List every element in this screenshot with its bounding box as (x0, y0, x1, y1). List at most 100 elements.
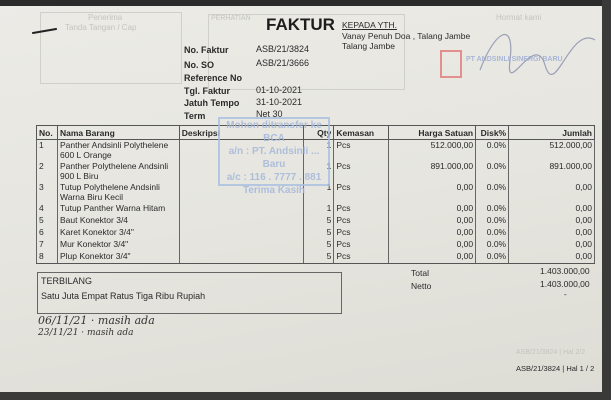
cell-price: 0,00 (388, 203, 477, 215)
terbilang-text: Satu Juta Empat Ratus Tiga Ribu Rupiah (41, 291, 206, 301)
column-header: Nama Barang (56, 125, 180, 140)
attention-box (208, 14, 405, 90)
table-row: 5 Baut Konektor 3/4 5 Pcs 0,00 0.0% 0,00 (36, 215, 595, 227)
cell-desc (178, 203, 305, 215)
cell-price: 0,00 (388, 251, 477, 264)
cell-no: 3 (36, 182, 58, 203)
cell-no: 2 (36, 161, 58, 182)
cell-qty: 1 (303, 203, 335, 215)
total-value: 1.403.000,00 (540, 266, 590, 276)
info-label: Tgl. Faktur (184, 86, 231, 96)
cell-disc: 0.0% (475, 182, 510, 203)
cell-disc: 0.0% (475, 215, 510, 227)
cell-desc (178, 227, 305, 239)
cell-no: 6 (36, 227, 58, 239)
info-label: No. Faktur (184, 45, 229, 55)
cell-unit: Pcs (333, 139, 390, 161)
table-row: 3 Tutup Polythelene Andsinli Warna Biru K… (36, 182, 595, 203)
cell-name: Karet Konektor 3/4" (56, 227, 180, 239)
cell-price: 0,00 (388, 239, 477, 251)
cell-price: 0,00 (388, 227, 477, 239)
page-title: FAKTUR (266, 15, 335, 34)
handwritten-note: 06/11/21 · masih ada (38, 314, 155, 327)
column-header: Disk% (475, 125, 510, 140)
items-table: No. Nama Barang Deskripsi Qty Kemasan Ha… (36, 125, 595, 264)
info-value: Net 30 (256, 109, 283, 119)
info-label: Jatuh Tempo (184, 98, 240, 108)
receiver-label: Penerima (88, 13, 123, 22)
cell-desc (178, 251, 305, 264)
cell-name: Baut Konektor 3/4 (56, 215, 180, 227)
cell-no: 1 (36, 139, 58, 161)
info-value: 31-10-2021 (256, 97, 303, 107)
stamp-line: Terima Kasih (242, 185, 306, 196)
table-row: 1 Panther Andsinli Polythelene 600 L Oran… (36, 139, 595, 161)
table-row: 6 Karet Konektor 3/4" 5 Pcs 0,00 0.0% 0,00 (36, 227, 595, 239)
cell-qty: 5 (303, 239, 335, 251)
cell-no: 7 (36, 239, 58, 251)
cell-no: 4 (36, 203, 58, 215)
terbilang-box: TERBILANG Satu Juta Empat Ratus Tiga Rib… (37, 272, 342, 314)
receiver-sub: Tanda Tangan / Cap (65, 23, 137, 32)
cell-name: Tutup Polythelene Andsinli Warna Biru Ke… (56, 182, 180, 203)
cell-qty: 5 (303, 227, 335, 239)
dash: - (564, 290, 567, 299)
stamp-line: a/c : 116 . 7777 . 881 (226, 172, 322, 183)
recipient-city: Talang Jambe (342, 41, 395, 51)
transfer-stamp: Mohon ditransfer ke BCA a/n : PT. Andsin… (218, 117, 330, 196)
netto-label: Netto (411, 281, 432, 291)
cell-price: 891.000,00 (388, 161, 477, 182)
recipient-label: KEPADA YTH. (342, 20, 397, 30)
cell-price: 512.000,00 (388, 139, 477, 161)
cell-total: 512.000,00 (508, 139, 595, 161)
cell-name: Panther Andsinli Polythelene 600 L Orang… (56, 139, 180, 161)
column-header: Deskripsi (178, 125, 305, 140)
table-row: 2 Panther Polythelene Andsinli 900 L Biru… (36, 161, 595, 182)
cell-total: 0,00 (508, 239, 595, 251)
cell-unit: Pcs (333, 251, 390, 264)
netto-value: 1.403.000,00 (540, 279, 590, 289)
scan-edge-bottom (0, 392, 611, 400)
cell-unit: Pcs (333, 239, 390, 251)
cell-qty: 5 (303, 251, 335, 264)
table-header: No. Nama Barang Deskripsi Qty Kemasan Ha… (36, 125, 595, 140)
cell-name: Panther Polythelene Andsinli 900 L Biru (56, 161, 180, 182)
column-header: No. (36, 125, 58, 140)
column-header: Kemasan (333, 125, 390, 140)
cell-unit: Pcs (333, 215, 390, 227)
scan-edge-top (0, 0, 611, 6)
cell-total: 0,00 (508, 203, 595, 215)
total-label: Total (411, 268, 429, 278)
stamp-line: a/n : PT. Andsinli ... Baru (228, 146, 320, 170)
page-ref-faint: ASB/21/3824 | Hal 2/2 (516, 349, 586, 356)
cell-disc: 0.0% (475, 251, 510, 264)
cell-unit: Pcs (333, 227, 390, 239)
info-label: Reference No (184, 73, 243, 83)
info-label: Term (184, 111, 206, 121)
terbilang-label: TERBILANG (41, 276, 93, 286)
info-label: No. SO (184, 60, 215, 70)
cell-total: 0,00 (508, 215, 595, 227)
scan-edge-right (602, 0, 611, 400)
cell-price: 0,00 (388, 215, 477, 227)
cell-no: 5 (36, 215, 58, 227)
company-logo-text: PT ANDSINLI SINERGI BARU (466, 56, 563, 63)
cell-total: 0,00 (508, 182, 595, 203)
cell-unit: Pcs (333, 203, 390, 215)
attention-label: PERHATIAN (211, 15, 251, 22)
recipient-address: Vanay Penuh Doa , Talang Jambe (342, 31, 471, 41)
handwritten-note: 23/11/21 · masih ada (38, 328, 134, 338)
cell-disc: 0.0% (475, 139, 510, 161)
cell-disc: 0.0% (475, 203, 510, 215)
column-header: Jumlah (508, 125, 595, 140)
cell-unit: Pcs (333, 161, 390, 182)
cell-qty: 5 (303, 215, 335, 227)
info-value: ASB/21/3666 (256, 58, 310, 68)
column-header: Harga Satuan (388, 125, 477, 140)
signature (479, 33, 596, 75)
page-ref: ASB/21/3824 | Hal 1 / 2 (516, 364, 595, 373)
cell-name: Mur Konektor 3/4" (56, 239, 180, 251)
regards-label: Hormat kami (496, 13, 542, 22)
cell-name: Plup Konektor 3/4" (56, 251, 180, 264)
